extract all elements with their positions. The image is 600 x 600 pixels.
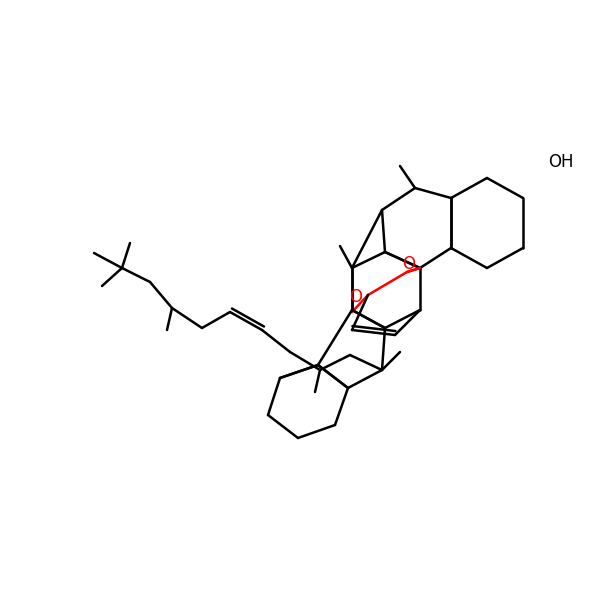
Text: O: O: [403, 255, 415, 273]
Text: OH: OH: [548, 153, 574, 171]
Text: O: O: [349, 288, 362, 306]
